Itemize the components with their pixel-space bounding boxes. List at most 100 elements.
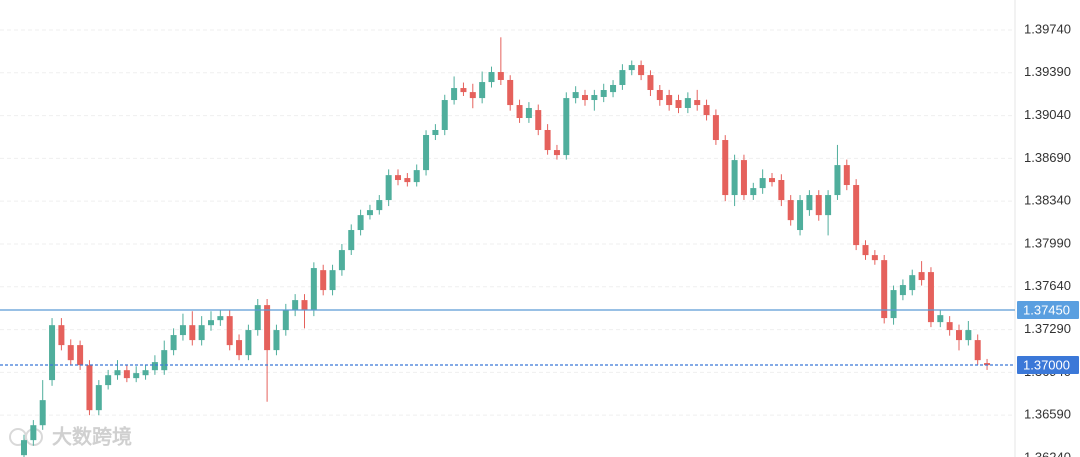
- candle-body: [797, 200, 804, 231]
- price-tag-label: 1.37450: [1023, 302, 1070, 317]
- candle-body: [927, 272, 934, 323]
- candle-body: [264, 305, 271, 351]
- candle-body: [881, 260, 888, 319]
- candle-body: [619, 70, 626, 85]
- candle-body: [217, 316, 224, 321]
- candle-body: [535, 110, 542, 130]
- candle-body: [871, 255, 878, 261]
- candle-body: [320, 270, 327, 291]
- candle-body: [684, 98, 691, 108]
- candle-body: [348, 230, 355, 251]
- candle-body: [385, 175, 392, 201]
- y-tick-label: 1.39040: [1024, 107, 1071, 122]
- candle-body: [712, 115, 719, 141]
- watermark-text: 大数跨境: [52, 424, 132, 448]
- candle-body: [899, 285, 906, 296]
- candle-body: [273, 330, 280, 351]
- candle-body: [67, 345, 74, 361]
- candle-body: [357, 215, 364, 231]
- candle-body: [329, 270, 336, 291]
- candle-body: [479, 82, 486, 99]
- candle-body: [161, 350, 168, 371]
- candle-body: [675, 100, 682, 108]
- candle-body: [469, 92, 476, 99]
- grid: [0, 29, 1015, 416]
- y-tick-label: 1.38340: [1024, 193, 1071, 208]
- candle-body: [544, 129, 551, 151]
- candle-body: [647, 75, 654, 91]
- candle-body: [703, 105, 710, 116]
- candle-body: [460, 88, 467, 93]
- candle-body: [413, 170, 420, 183]
- candle-body: [133, 373, 140, 379]
- price-tag: [1017, 301, 1079, 320]
- y-tick-label: 1.36240: [1024, 449, 1071, 457]
- candle-body: [95, 385, 102, 411]
- candle-body: [956, 330, 962, 341]
- candle-body: [245, 330, 252, 356]
- candle-body: [563, 98, 570, 156]
- y-tick-label: 1.37290: [1024, 321, 1071, 336]
- candle-body: [58, 325, 65, 346]
- candle-body: [142, 370, 149, 376]
- candle-body: [226, 316, 233, 346]
- candle-body: [750, 188, 757, 196]
- candle-body: [292, 300, 299, 311]
- candle-body: [254, 305, 261, 331]
- candle-body: [778, 180, 785, 201]
- candle-body: [441, 100, 448, 130]
- candle-body: [825, 195, 832, 216]
- candle-body: [525, 107, 532, 119]
- candle-body: [638, 65, 645, 76]
- candle-body: [853, 185, 860, 246]
- candle-body: [208, 320, 214, 326]
- candle-body: [600, 90, 607, 97]
- candle-body: [114, 370, 121, 376]
- candle-body: [516, 105, 523, 119]
- candle-body: [39, 400, 46, 426]
- candle-body: [236, 340, 243, 356]
- candle-body: [759, 178, 766, 189]
- candle-body: [189, 325, 196, 341]
- y-tick-label: 1.37640: [1024, 278, 1071, 293]
- candle-body: [769, 178, 775, 183]
- y-tick-label: 1.38690: [1024, 150, 1071, 165]
- candle-body: [815, 195, 822, 216]
- candle-body: [582, 95, 588, 101]
- candle-body: [123, 370, 130, 379]
- candle-body: [404, 178, 411, 183]
- candle-body: [179, 325, 186, 336]
- candle-body: [909, 275, 916, 291]
- candle-body: [974, 340, 981, 361]
- candle-body: [423, 135, 430, 171]
- y-tick-label: 1.36590: [1024, 407, 1071, 422]
- candle-body: [722, 140, 729, 196]
- candle-body: [694, 100, 701, 106]
- candle-body: [151, 362, 158, 371]
- candle-body: [77, 345, 84, 366]
- y-tick-label: 1.39390: [1024, 64, 1071, 79]
- candle-body: [395, 175, 401, 181]
- candle-body: [843, 165, 850, 186]
- candle-body: [666, 95, 673, 106]
- watermark: 大数跨境: [9, 424, 132, 448]
- candle-body: [806, 195, 813, 211]
- candle-body: [198, 325, 205, 341]
- candle-body: [787, 200, 794, 221]
- candle-body: [301, 300, 308, 311]
- candle-body: [553, 150, 560, 156]
- candle-body: [591, 95, 598, 101]
- candle-body: [170, 335, 177, 351]
- candle-body: [507, 79, 514, 106]
- candle-body: [105, 375, 112, 386]
- candle-body: [310, 268, 317, 311]
- candle-body: [731, 160, 738, 196]
- y-tick-label: 1.39740: [1024, 21, 1071, 36]
- candle-body: [965, 330, 972, 341]
- candle-body: [572, 92, 579, 99]
- candle-body: [338, 250, 345, 271]
- candle-body: [628, 65, 635, 71]
- candle-body: [984, 363, 991, 366]
